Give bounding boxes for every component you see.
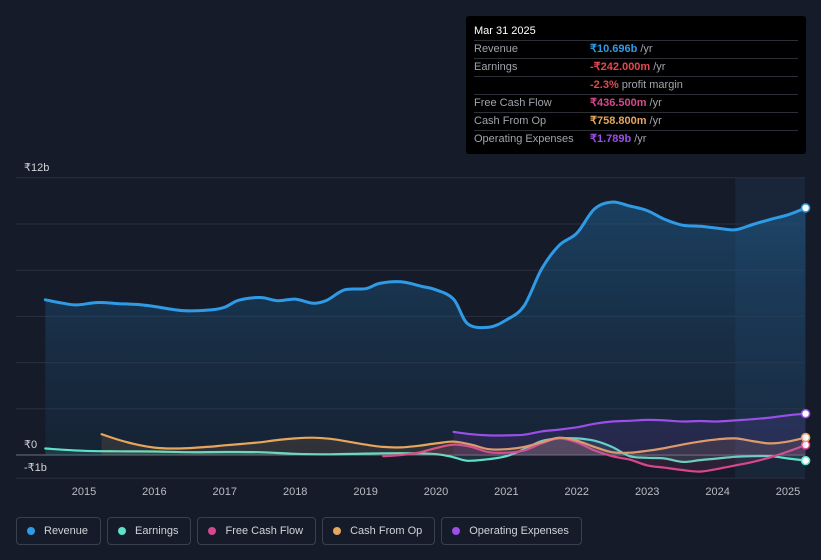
x-tick-label: 2023 (635, 486, 659, 498)
cash-from-op-line (100, 433, 807, 454)
legend: Revenue Earnings Free Cash Flow Cash From O… (16, 517, 582, 545)
earnings-line (44, 436, 807, 464)
y-tick-label: ₹12b (24, 162, 49, 174)
tooltip-rows: Revenue ₹10.696b/yr Earnings -₹242.000m/yr -… (474, 41, 798, 148)
tooltip-row-label: Operating Expenses (474, 133, 574, 145)
legend-item-cash-from-op[interactable]: Cash From Op (322, 517, 436, 545)
tooltip-row-label (474, 77, 590, 94)
y-axis-labels: ₹12b ₹0 -₹1b (24, 162, 49, 474)
legend-dot-icon (452, 527, 461, 535)
x-tick-label: 2017 (213, 486, 237, 498)
tooltip-row-label: Earnings (474, 61, 518, 73)
tooltip-row-label: Free Cash Flow (474, 97, 552, 109)
tooltip-row: Revenue ₹10.696b/yr (474, 41, 798, 59)
tooltip-row: Operating Expenses ₹1.789b/yr (474, 131, 798, 148)
x-tick-label: 2021 (494, 486, 518, 498)
tooltip-row-label: Cash From Op (474, 115, 547, 127)
legend-label: Free Cash Flow (225, 525, 304, 537)
free-cash-flow-line (382, 437, 807, 473)
y-tick-label: -₹1b (24, 462, 47, 474)
x-axis-labels: 2015 2016 2017 2018 2019 2020 2021 2022 2023 2024… (72, 486, 800, 498)
legend-label: Earnings (135, 525, 179, 537)
tooltip-row-unit: /yr (634, 133, 647, 145)
y-tick-label: ₹0 (24, 439, 37, 451)
tooltip-row-value: ₹758.800m (590, 115, 647, 127)
operating-expenses-line (452, 412, 807, 437)
legend-label: Cash From Op (350, 525, 423, 537)
revenue-area (45, 202, 806, 455)
legend-label: Revenue (44, 525, 89, 537)
tooltip-date: Mar 31 2025 (474, 22, 798, 41)
tooltip-row-value: ₹1.789b (590, 133, 632, 145)
legend-item-earnings[interactable]: Earnings (107, 517, 192, 545)
tooltip-row-value: ₹436.500m (590, 97, 647, 109)
tooltip-row-unit: /yr (649, 115, 662, 127)
x-tick-label: 2022 (565, 486, 589, 498)
cash-from-op-area (101, 434, 806, 455)
series-layer (43, 200, 811, 473)
x-tick-label: 2025 (776, 486, 800, 498)
legend-item-free-cash-flow[interactable]: Free Cash Flow (197, 517, 317, 545)
x-tick-label: 2020 (424, 486, 448, 498)
tooltip-row: Earnings -₹242.000m/yr (474, 59, 798, 77)
tooltip-row-unit: /yr (653, 61, 666, 73)
tooltip-row: Cash From Op ₹758.800m/yr (474, 113, 798, 131)
legend-item-operating-expenses[interactable]: Operating Expenses (441, 517, 582, 545)
operating-expenses-area (453, 413, 806, 455)
tooltip-row-value: ₹10.696b (590, 43, 638, 55)
tooltip-row-unit: profit margin (621, 79, 683, 91)
tooltip-row-value: -2.3% (590, 79, 619, 91)
revenue-line (43, 200, 808, 330)
legend-item-revenue[interactable]: Revenue (16, 517, 102, 545)
revenue-end-point[interactable] (800, 203, 811, 213)
legend-dot-icon (118, 527, 127, 535)
x-tick-label: 2015 (72, 486, 96, 498)
operating-expenses-end-point[interactable] (800, 408, 811, 419)
legend-dot-icon (333, 527, 342, 535)
x-tick-label: 2016 (142, 486, 166, 498)
tooltip-row: Free Cash Flow ₹436.500m/yr (474, 95, 798, 113)
tooltip-row: -2.3% profit margin (474, 77, 798, 95)
tooltip-row-unit: /yr (649, 97, 662, 109)
legend-label: Operating Expenses (469, 525, 569, 537)
free-cash-flow-area (383, 438, 806, 472)
x-tick-label: 2018 (283, 486, 307, 498)
legend-dot-icon (27, 527, 35, 535)
tooltip-row-unit: /yr (640, 43, 653, 55)
tooltip-row-value: -₹242.000m (590, 61, 651, 73)
tooltip-row-label: Revenue (474, 43, 519, 55)
legend-dot-icon (208, 527, 217, 535)
earnings-end-point[interactable] (800, 455, 811, 466)
x-tick-label: 2019 (353, 486, 377, 498)
cash-from-op-end-point[interactable] (800, 432, 811, 443)
x-tick-label: 2024 (705, 486, 729, 498)
tooltip: Mar 31 2025 Revenue ₹10.696b/yr Earnings -₹… (466, 16, 806, 154)
